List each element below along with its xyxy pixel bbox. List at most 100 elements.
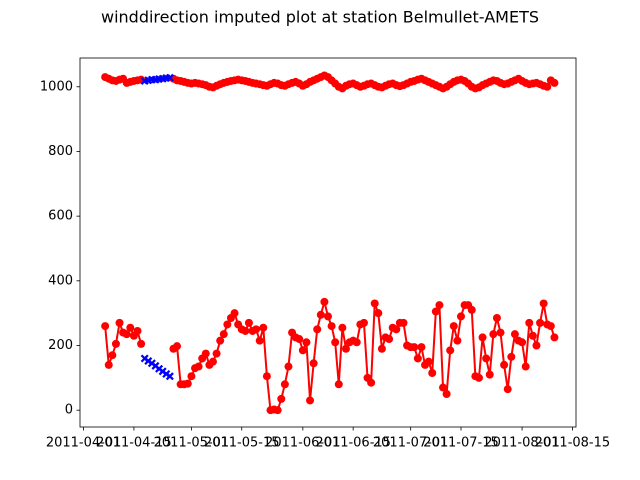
marker <box>500 360 509 369</box>
marker <box>543 82 552 91</box>
marker <box>467 305 476 314</box>
marker <box>111 339 120 348</box>
marker <box>262 372 271 381</box>
marker <box>259 323 268 332</box>
marker <box>327 322 336 331</box>
marker <box>208 357 217 366</box>
marker <box>230 309 239 318</box>
marker <box>449 322 458 331</box>
marker <box>453 336 462 345</box>
marker <box>374 309 383 318</box>
x-tick-label: 2011-04-01 <box>46 436 122 451</box>
marker <box>302 338 311 347</box>
marker <box>377 344 386 353</box>
marker <box>521 362 530 371</box>
chart-title: winddirection imputed plot at station Be… <box>101 8 539 27</box>
marker <box>546 322 555 331</box>
marker <box>507 352 516 361</box>
marker <box>525 318 534 327</box>
marker <box>550 78 559 87</box>
y-tick-label: 200 <box>48 338 73 353</box>
marker <box>255 336 264 345</box>
marker <box>392 325 401 334</box>
marker <box>298 346 307 355</box>
x-tick-label: 2011-06-15 <box>315 436 391 451</box>
marker <box>442 390 451 399</box>
marker <box>244 318 253 327</box>
marker <box>550 333 559 342</box>
marker <box>338 323 347 332</box>
marker <box>165 73 174 82</box>
marker <box>399 318 408 327</box>
marker <box>503 385 512 394</box>
marker <box>359 318 368 327</box>
marker <box>295 335 304 344</box>
marker <box>446 346 455 355</box>
marker <box>370 299 379 308</box>
marker <box>201 349 210 358</box>
marker <box>126 323 135 332</box>
marker <box>313 325 322 334</box>
marker <box>431 307 440 316</box>
marker <box>241 326 250 335</box>
x-tick-label: 2011-06-01 <box>265 436 341 451</box>
marker <box>510 330 519 339</box>
y-tick-label: 400 <box>48 273 73 288</box>
x-tick-label: 2011-05-15 <box>204 436 280 451</box>
marker <box>492 314 501 323</box>
marker <box>478 333 487 342</box>
marker <box>194 362 203 371</box>
marker <box>518 338 527 347</box>
marker <box>316 310 325 319</box>
marker <box>277 394 286 403</box>
marker <box>428 368 437 377</box>
marker <box>482 354 491 363</box>
marker <box>385 335 394 344</box>
marker <box>539 299 548 308</box>
marker <box>104 360 113 369</box>
marker <box>115 318 124 327</box>
marker <box>133 326 142 335</box>
marker <box>435 301 444 310</box>
marker <box>223 320 232 329</box>
x-tick-label: 2011-07-15 <box>423 436 499 451</box>
marker <box>320 297 329 306</box>
marker <box>536 318 545 327</box>
marker <box>187 372 196 381</box>
y-tick-label: 0 <box>65 403 73 418</box>
marker <box>101 322 110 331</box>
marker <box>489 330 498 339</box>
marker <box>212 349 221 358</box>
marker <box>341 344 350 353</box>
marker <box>173 342 182 351</box>
axes-frame <box>79 57 577 428</box>
marker <box>528 331 537 340</box>
marker <box>485 370 494 379</box>
marker <box>474 373 483 382</box>
marker <box>306 396 315 405</box>
x-tick-label: 2011-05-01 <box>154 436 230 451</box>
marker <box>417 343 426 352</box>
y-tick-label: 1000 <box>40 79 73 94</box>
x-tick-label: 2011-08-15 <box>535 436 611 451</box>
marker <box>367 378 376 387</box>
x-tick-label: 2011-08-01 <box>484 436 560 451</box>
marker <box>532 341 541 350</box>
marker <box>352 338 361 347</box>
marker <box>309 359 318 368</box>
x-tick-label: 2011-07-01 <box>373 436 449 451</box>
marker <box>424 357 433 366</box>
marker <box>410 343 419 352</box>
marker <box>331 338 340 347</box>
marker <box>273 406 282 415</box>
marker <box>108 351 117 360</box>
y-tick-label: 800 <box>48 144 73 159</box>
marker <box>137 339 146 348</box>
marker <box>216 336 225 345</box>
marker <box>456 312 465 321</box>
x-tick-label: 2011-04-15 <box>96 436 172 451</box>
marker <box>252 325 261 334</box>
